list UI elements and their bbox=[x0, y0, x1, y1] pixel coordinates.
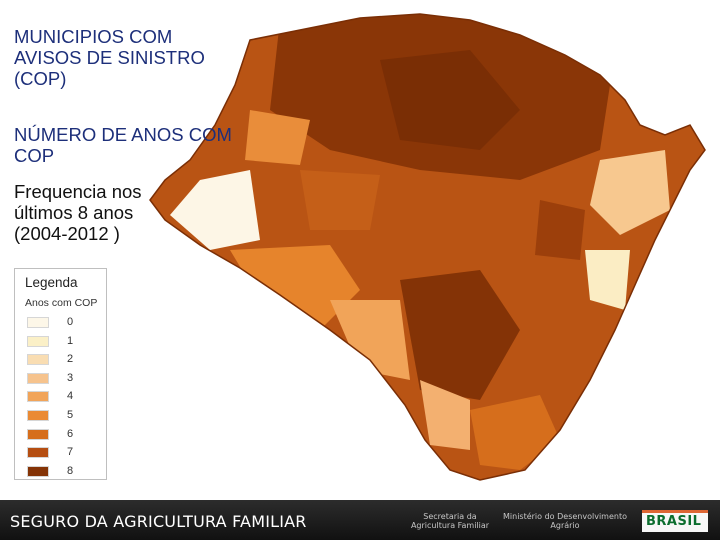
legend-item: 3 bbox=[27, 371, 87, 386]
legend-label: 5 bbox=[67, 409, 74, 421]
legend-swatch bbox=[27, 372, 49, 384]
legend-swatch bbox=[27, 410, 49, 421]
legend-label: 2 bbox=[67, 353, 74, 366]
brasil-logo-text: BRASIL bbox=[646, 514, 702, 529]
legend-label: 1 bbox=[67, 334, 74, 347]
legend-swatch bbox=[27, 354, 49, 366]
legend-item: 0 bbox=[27, 316, 87, 330]
ministry-seal-right: Ministério do Desenvolvimento Agrário bbox=[503, 512, 627, 530]
legend-label: 8 bbox=[67, 464, 74, 477]
footer-bar: SEGURO DA AGRICULTURA FAMILIAR bbox=[0, 500, 720, 540]
legend-item: 4 bbox=[27, 390, 87, 404]
subtitle-line: NÚMERO DE ANOS COM bbox=[14, 124, 232, 145]
legend-label: 7 bbox=[67, 446, 74, 459]
legend-item: 2 bbox=[27, 353, 87, 367]
legend-swatch bbox=[27, 465, 49, 477]
title-line: MUNICIPIOS COM bbox=[14, 26, 173, 47]
legend-swatch bbox=[27, 335, 49, 347]
legend-label: 4 bbox=[67, 390, 74, 403]
legend-item: 6 bbox=[27, 427, 87, 442]
legend-label: 6 bbox=[67, 427, 74, 440]
legend-title: Legenda bbox=[25, 275, 78, 290]
legend-swatch bbox=[27, 428, 49, 440]
subtitle-line: COP bbox=[14, 145, 55, 166]
period-line: (2004-2012 ) bbox=[14, 223, 120, 244]
legend-subtitle: Anos com COP bbox=[25, 297, 98, 309]
legend-swatch bbox=[27, 317, 49, 328]
map-subtitle: NÚMERO DE ANOS COM COP bbox=[14, 124, 274, 166]
legend-item: 7 bbox=[27, 446, 87, 460]
map-title: MUNICIPIOS COM AVISOS DE SINISTRO (COP) bbox=[14, 26, 264, 89]
state-choropleth-map bbox=[149, 13, 706, 481]
legend-swatch bbox=[27, 447, 49, 459]
legend-label: 3 bbox=[67, 371, 74, 384]
footer-title: SEGURO DA AGRICULTURA FAMILIAR bbox=[10, 512, 307, 531]
legend-item: 8 bbox=[27, 464, 87, 479]
brasil-logo: BRASIL bbox=[642, 510, 708, 532]
map-legend: Legenda Anos com COP 0 1 2 3 4 5 6 7 8 bbox=[14, 268, 107, 480]
frequency-period-text: Frequencia nos últimos 8 anos (2004-2012… bbox=[14, 181, 174, 244]
legend-swatch bbox=[27, 391, 49, 403]
legend-label: 0 bbox=[67, 316, 74, 328]
title-line: AVISOS DE SINISTRO bbox=[14, 47, 205, 68]
legend-item: 5 bbox=[27, 409, 87, 423]
title-line: (COP) bbox=[14, 68, 67, 89]
legend-item: 1 bbox=[27, 334, 87, 349]
ministry-seal-left: Secretaria da Agricultura Familiar bbox=[410, 512, 490, 530]
period-line: últimos 8 anos bbox=[14, 202, 134, 223]
period-line: Frequencia nos bbox=[14, 181, 142, 202]
